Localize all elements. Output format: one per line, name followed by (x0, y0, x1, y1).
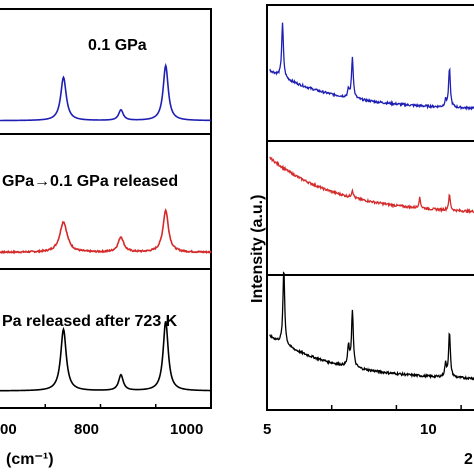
raman-trace-1 (0, 207, 212, 255)
left-x-ticks (44, 404, 212, 408)
xrd-trace-2 (269, 271, 474, 381)
left-tick-label-800: 800 (74, 421, 99, 438)
left-frame-top (0, 8, 212, 135)
right-tick-label-10: 10 (420, 421, 437, 438)
panel-label-bottom: Pa released after 723 K (2, 313, 178, 330)
left-x-axis-label: (cm⁻¹) (6, 451, 54, 468)
left-tick-label-600: 00 (0, 421, 17, 438)
panel-label-middle: GPa→0.1 GPa released (2, 173, 178, 190)
xrd-trace-1 (269, 156, 474, 215)
panel-label-top: 0.1 GPa (88, 37, 147, 54)
right-x-axis-label: 2 (464, 451, 473, 468)
right-tick-label-5: 5 (263, 421, 271, 438)
left-chart: 0.1 GPa GPa→0.1 GPa released Pa released… (0, 8, 212, 468)
right-y-axis-label: Intensity (a.u.) (249, 195, 266, 303)
left-traces (0, 62, 212, 392)
raman-trace-0 (0, 62, 211, 122)
right-x-ticks (266, 405, 462, 410)
xrd-trace-0 (269, 22, 474, 111)
right-frame-top (266, 4, 474, 142)
right-chart: 5 10 2 Intensity (a.u.) (249, 4, 474, 468)
raman-trace-2 (0, 321, 211, 392)
right-traces (269, 22, 474, 381)
right-frame-middle (266, 140, 474, 276)
left-tick-label-1000: 1000 (170, 421, 203, 438)
right-frame-bottom (266, 274, 474, 411)
